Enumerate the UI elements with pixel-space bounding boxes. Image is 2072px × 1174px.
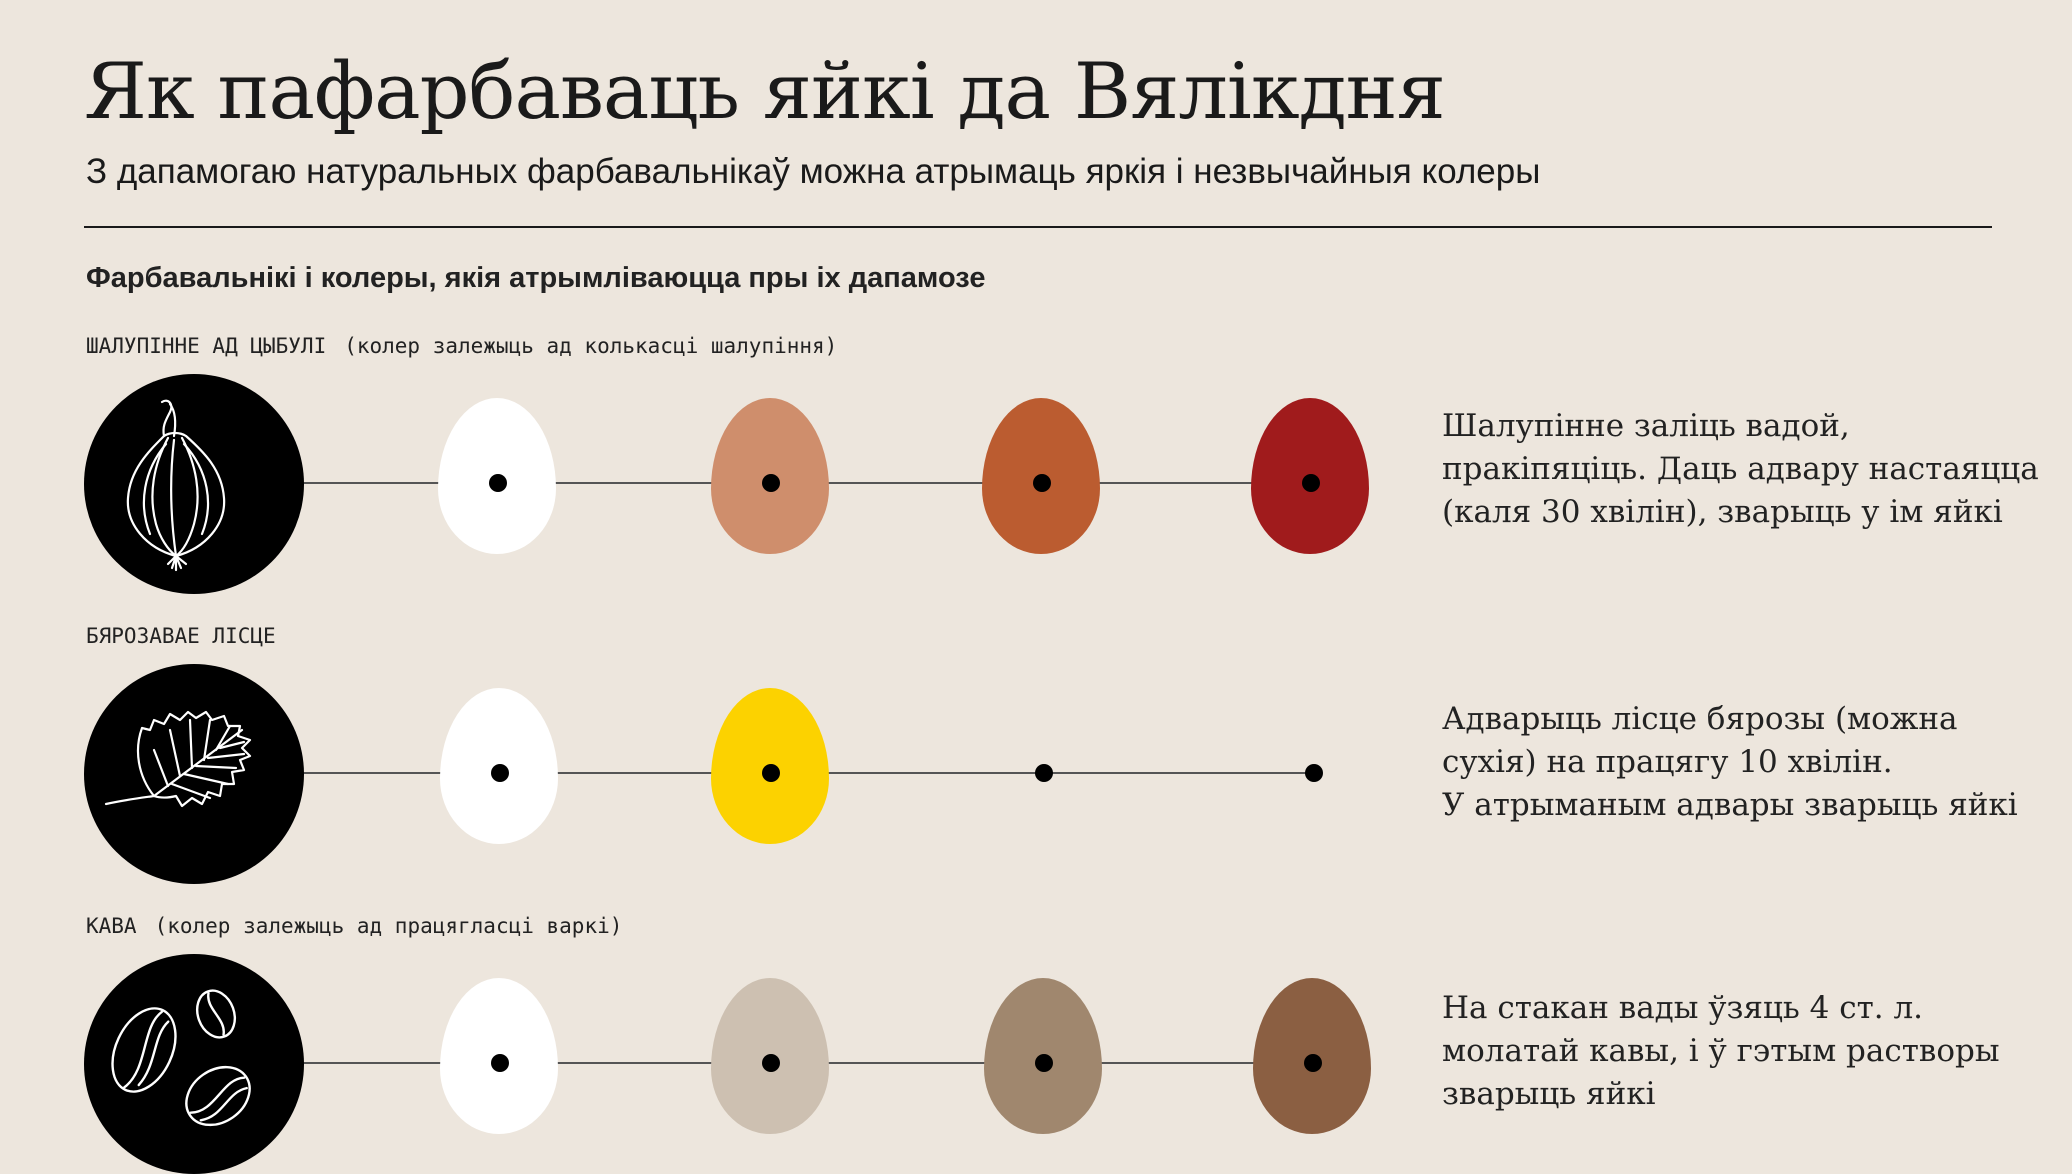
instructions-coffee: На стакан вады ўзяць 4 ст. л. молатай ка… bbox=[1442, 987, 2062, 1116]
section-title: Фарбавальнікі і колеры, якія атрымліваюц… bbox=[86, 262, 986, 294]
row-label-onion: ШАЛУПІННЕ АД ЦЫБУЛІ (колер залежыць ад ко… bbox=[86, 334, 837, 358]
scale-dot bbox=[1302, 474, 1320, 492]
scale-dot bbox=[1035, 1054, 1053, 1072]
scale-dot bbox=[491, 1054, 509, 1072]
scale-dot bbox=[762, 1054, 780, 1072]
row-label-text: ШАЛУПІННЕ АД ЦЫБУЛІ bbox=[86, 334, 327, 358]
instructions-birch: Адварыць лісце бярозы (можна сухія) на п… bbox=[1442, 698, 2062, 827]
row-note: (колер залежыць ад колькасці шалупіння) bbox=[344, 334, 838, 358]
scale-dot bbox=[1035, 764, 1053, 782]
scale-dot bbox=[489, 474, 507, 492]
page-title: Як пафарбаваць яйкі да Вялікдня bbox=[84, 47, 1446, 137]
scale-dot bbox=[1304, 1054, 1322, 1072]
scale-dot bbox=[762, 474, 780, 492]
instruction-line: зварыць яйкі bbox=[1442, 1076, 1656, 1112]
scale-dot bbox=[762, 764, 780, 782]
row-label-birch: БЯРОЗАВАЕ ЛІСЦЕ bbox=[86, 624, 276, 648]
instruction-line: (каля 30 хвілін), зварыць у ім яйкі bbox=[1442, 494, 2003, 530]
row-label-coffee: КАВА (колер залежыць ад працягласці варкі… bbox=[86, 914, 622, 938]
instruction-line: На стакан вады ўзяць 4 ст. л. bbox=[1442, 990, 1923, 1026]
row-label-text: КАВА bbox=[86, 914, 137, 938]
instruction-line: сухія) на працягу 10 хвілін. bbox=[1442, 744, 1893, 780]
scale-dot bbox=[1305, 764, 1323, 782]
instruction-line: Адварыць лісце бярозы (можна bbox=[1442, 701, 1958, 737]
instruction-line: молатай кавы, і ў гэтым растворы bbox=[1442, 1033, 2000, 1069]
scale-dot bbox=[491, 764, 509, 782]
scale-dot bbox=[1033, 474, 1051, 492]
onion-icon bbox=[84, 374, 304, 594]
row-note: (колер залежыць ад працягласці варкі) bbox=[154, 914, 623, 938]
instruction-line: У атрыманым адвары зварыць яйкі bbox=[1442, 787, 2018, 823]
row-label-text: БЯРОЗАВАЕ ЛІСЦЕ bbox=[86, 624, 276, 648]
coffee-beans-icon bbox=[84, 954, 304, 1174]
page-subtitle: З дапамогаю натуральных фарбавальнікаў м… bbox=[86, 152, 1541, 191]
instructions-onion: Шалупінне заліць вадой, пракіпяціць. Дац… bbox=[1442, 405, 2062, 534]
divider bbox=[84, 226, 1992, 228]
birch-leaf-icon bbox=[84, 664, 304, 884]
instruction-line: Шалупінне заліць вадой, bbox=[1442, 408, 1850, 444]
instruction-line: пракіпяціць. Даць адвару настаяцца bbox=[1442, 451, 2039, 487]
